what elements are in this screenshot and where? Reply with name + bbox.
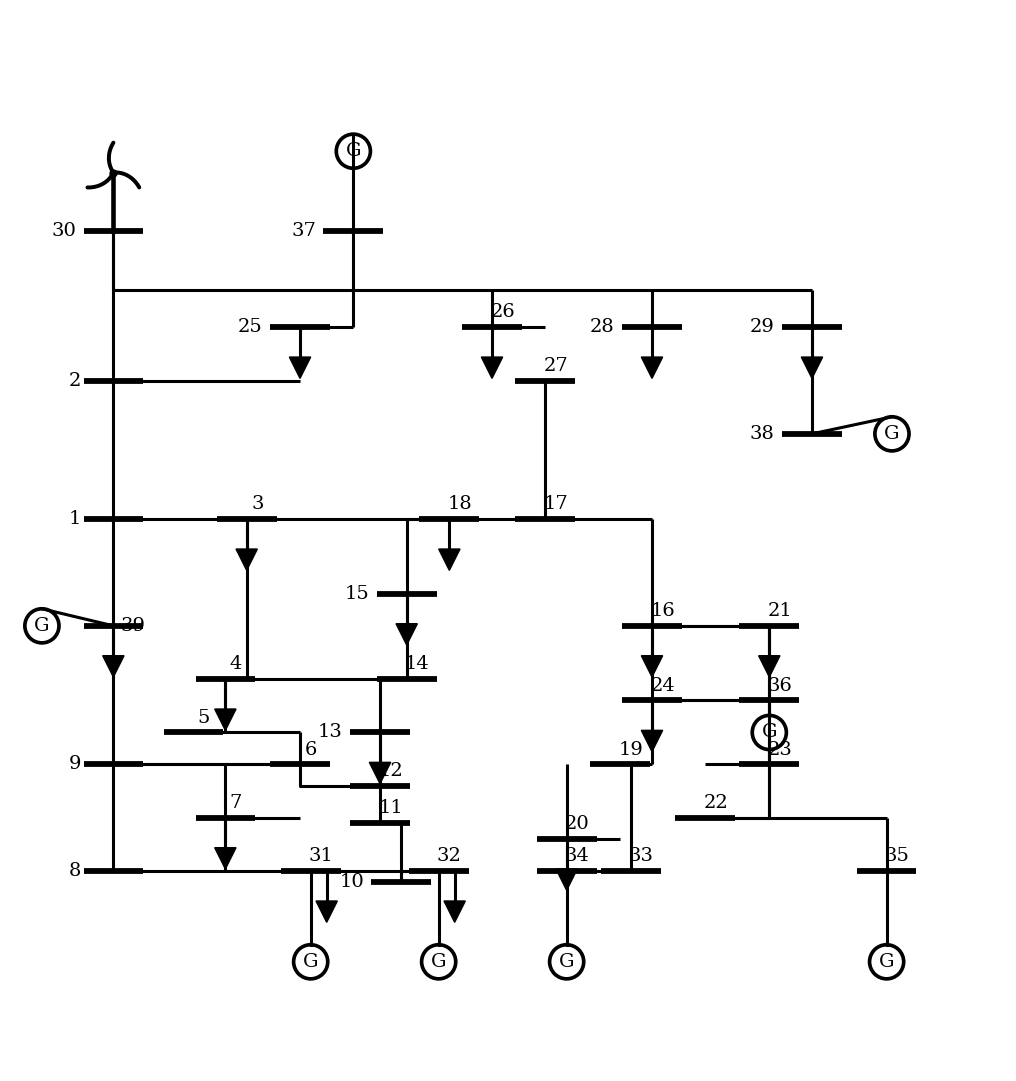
- Text: 16: 16: [650, 602, 675, 619]
- Text: 21: 21: [768, 602, 792, 619]
- Polygon shape: [641, 357, 662, 378]
- Text: 36: 36: [767, 677, 792, 695]
- Text: G: G: [345, 143, 361, 160]
- Text: 34: 34: [565, 848, 589, 865]
- Text: 33: 33: [629, 848, 654, 865]
- Polygon shape: [214, 848, 236, 869]
- Text: 19: 19: [618, 740, 643, 759]
- Polygon shape: [370, 762, 391, 784]
- Text: G: G: [35, 617, 50, 635]
- Polygon shape: [396, 624, 418, 645]
- Polygon shape: [103, 656, 124, 677]
- Text: 27: 27: [544, 357, 568, 375]
- Text: 39: 39: [120, 617, 145, 635]
- Polygon shape: [641, 656, 662, 677]
- Polygon shape: [556, 869, 577, 891]
- Polygon shape: [439, 549, 460, 571]
- Text: 9: 9: [69, 756, 81, 774]
- Polygon shape: [214, 709, 236, 731]
- Text: 10: 10: [339, 872, 364, 891]
- Text: 25: 25: [238, 318, 263, 336]
- Text: 14: 14: [405, 655, 430, 673]
- Polygon shape: [316, 900, 337, 922]
- Text: 18: 18: [448, 495, 472, 513]
- Polygon shape: [759, 656, 780, 677]
- Text: 31: 31: [309, 848, 334, 865]
- Polygon shape: [236, 549, 257, 571]
- Text: 6: 6: [305, 740, 317, 759]
- Text: 29: 29: [750, 318, 774, 336]
- Text: 23: 23: [767, 740, 792, 759]
- Text: 20: 20: [565, 815, 589, 833]
- Text: 28: 28: [590, 318, 615, 336]
- Text: G: G: [559, 952, 574, 971]
- Text: 37: 37: [292, 223, 316, 240]
- Text: 13: 13: [318, 723, 342, 742]
- Text: 38: 38: [750, 425, 774, 443]
- Text: 26: 26: [491, 304, 515, 321]
- Text: 11: 11: [378, 799, 403, 817]
- Text: 4: 4: [230, 655, 242, 673]
- Text: 1: 1: [69, 510, 81, 529]
- Polygon shape: [290, 357, 311, 378]
- Polygon shape: [444, 900, 465, 922]
- Text: 24: 24: [650, 677, 675, 695]
- Polygon shape: [802, 357, 823, 378]
- Text: 5: 5: [198, 708, 210, 726]
- Text: 32: 32: [437, 848, 462, 865]
- Text: 17: 17: [544, 495, 568, 513]
- Text: G: G: [884, 425, 900, 443]
- Text: G: G: [303, 952, 318, 971]
- Text: G: G: [879, 952, 894, 971]
- Text: 30: 30: [51, 223, 76, 240]
- Text: 8: 8: [69, 863, 81, 880]
- Polygon shape: [641, 731, 662, 751]
- Text: G: G: [431, 952, 446, 971]
- Text: G: G: [762, 723, 777, 742]
- Text: 12: 12: [378, 762, 403, 779]
- Text: 15: 15: [344, 585, 370, 603]
- Text: 2: 2: [69, 372, 81, 389]
- Polygon shape: [482, 357, 503, 378]
- Text: 22: 22: [704, 793, 728, 812]
- Text: 35: 35: [885, 848, 909, 865]
- Text: 3: 3: [251, 495, 263, 513]
- Text: 7: 7: [230, 793, 242, 812]
